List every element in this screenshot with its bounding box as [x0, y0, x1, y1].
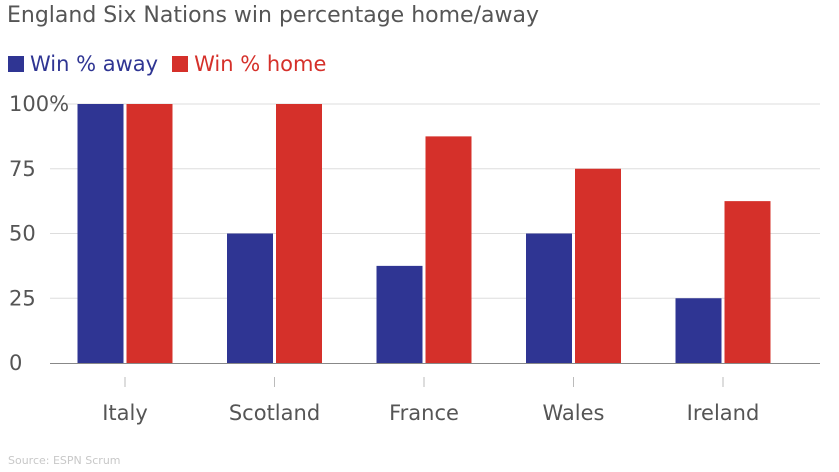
legend-label-home: Win % home — [194, 52, 327, 76]
x-tick-label-france: France — [389, 401, 459, 425]
bar-away-italy — [77, 104, 124, 363]
x-axis-tick-labels: Italy Scotland France Wales Ireland — [102, 401, 759, 425]
bars — [77, 104, 771, 363]
bar-home-france — [425, 136, 472, 363]
y-tick-label-50: 50 — [9, 222, 36, 246]
bar-home-ireland — [724, 201, 771, 363]
x-axis — [50, 363, 820, 387]
bar-away-france — [376, 265, 423, 363]
bar-home-wales — [575, 168, 621, 363]
y-tick-label-25: 25 — [9, 286, 36, 310]
y-axis-tick-labels: 0 25 50 75 100% — [9, 92, 69, 375]
y-tick-label-100: 100% — [9, 92, 69, 116]
source-note: Source: ESPN Scrum — [8, 454, 121, 467]
y-tick-label-75: 75 — [9, 157, 36, 181]
legend-item-home: Win % home — [172, 52, 326, 76]
bar-home-scotland — [276, 104, 322, 363]
chart-title: England Six Nations win percentage home/… — [7, 3, 539, 28]
legend: Win % away Win % home — [8, 50, 340, 78]
bar-away-ireland — [675, 298, 722, 363]
x-tick-label-wales: Wales — [543, 401, 605, 425]
legend-item-away: Win % away — [8, 52, 158, 76]
bar-away-wales — [526, 233, 572, 363]
legend-label-away: Win % away — [30, 52, 159, 76]
bar-away-scotland — [227, 233, 273, 363]
x-tick-label-italy: Italy — [102, 401, 148, 425]
legend-swatch-home — [172, 56, 189, 72]
legend-swatch-away — [8, 56, 24, 72]
x-tick-label-scotland: Scotland — [229, 401, 320, 425]
x-tick-label-ireland: Ireland — [687, 401, 760, 425]
y-tick-label-0: 0 — [9, 351, 22, 375]
bar-home-italy — [126, 104, 173, 363]
